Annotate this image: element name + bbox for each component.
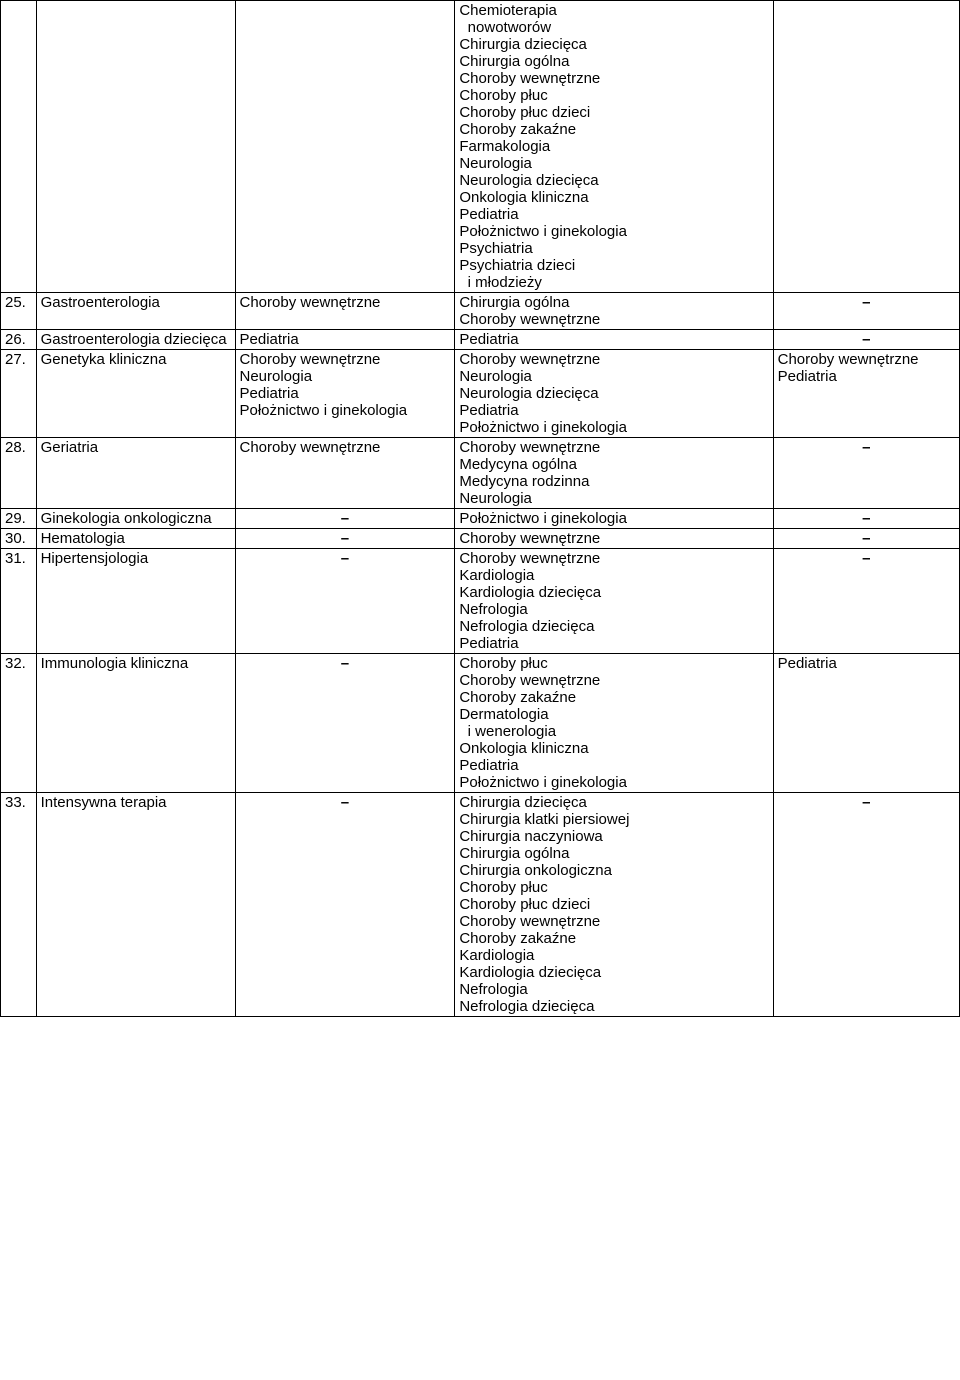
cell-c3: Choroby wewnętrzne [235,438,455,509]
cell-c4: Choroby wewnętrzneKardiologiaKardiologia… [455,549,773,654]
cell-name: Immunologia kliniczna [36,654,235,793]
cell-c5: – [773,549,959,654]
cell-num: 25. [1,293,37,330]
cell-num: 30. [1,529,37,549]
table-row: 33. Intensywna terapia – Chirurgia dziec… [1,793,960,1017]
cell-c4: Choroby wewnętrzne [455,529,773,549]
table-row: 25. Gastroenterologia Choroby wewnętrzne… [1,293,960,330]
cell-c4: Chirurgia dziecięcaChirurgia klatki pier… [455,793,773,1017]
cell-num: 29. [1,509,37,529]
cell-num: 31. [1,549,37,654]
specialization-table: Chemioterapia nowotworówChirurgia dzieci… [0,0,960,1017]
cell-c3: – [235,654,455,793]
cell-num: 28. [1,438,37,509]
cell-name: Hipertensjologia [36,549,235,654]
cell-c5: – [773,438,959,509]
cell-name: Genetyka kliniczna [36,350,235,438]
cell-c3: – [235,529,455,549]
cell-c5: – [773,330,959,350]
cell-c5 [773,1,959,293]
cell-c3 [235,1,455,293]
cell-c3: Choroby wewnętrzne [235,293,455,330]
cell-c5: – [773,529,959,549]
cell-name: Gastroenterologia dziecięca [36,330,235,350]
cell-num: 26. [1,330,37,350]
cell-name: Geriatria [36,438,235,509]
table-row: 29. Ginekologia onkologiczna – Położnict… [1,509,960,529]
cell-name [36,1,235,293]
cell-c4: Chirurgia ogólnaChoroby wewnętrzne [455,293,773,330]
cell-c4: Chemioterapia nowotworówChirurgia dzieci… [455,1,773,293]
cell-c5: Choroby wewnętrznePediatria [773,350,959,438]
table-row: 28. Geriatria Choroby wewnętrzne Choroby… [1,438,960,509]
cell-c3: – [235,549,455,654]
cell-num: 27. [1,350,37,438]
table-row: 27. Genetyka kliniczna Choroby wewnętrzn… [1,350,960,438]
cell-name: Intensywna terapia [36,793,235,1017]
cell-num [1,1,37,293]
cell-c4: Pediatria [455,330,773,350]
cell-c4: Choroby płucChoroby wewnętrzneChoroby za… [455,654,773,793]
cell-c4: Choroby wewnętrzneMedycyna ogólnaMedycyn… [455,438,773,509]
cell-name: Ginekologia onkologiczna [36,509,235,529]
cell-num: 33. [1,793,37,1017]
cell-num: 32. [1,654,37,793]
cell-c3: Pediatria [235,330,455,350]
table-row: 26. Gastroenterologia dziecięca Pediatri… [1,330,960,350]
table-row: Chemioterapia nowotworówChirurgia dzieci… [1,1,960,293]
table-row: 30. Hematologia – Choroby wewnętrzne – [1,529,960,549]
table-row: 32. Immunologia kliniczna – Choroby płuc… [1,654,960,793]
cell-c3: – [235,793,455,1017]
cell-name: Gastroenterologia [36,293,235,330]
cell-c5: Pediatria [773,654,959,793]
cell-c3: Choroby wewnętrzneNeurologiaPediatriaPoł… [235,350,455,438]
cell-c4: Choroby wewnętrzneNeurologiaNeurologia d… [455,350,773,438]
cell-c4: Położnictwo i ginekologia [455,509,773,529]
table-row: 31. Hipertensjologia – Choroby wewnętrzn… [1,549,960,654]
cell-c5: – [773,509,959,529]
cell-c5: – [773,293,959,330]
cell-name: Hematologia [36,529,235,549]
cell-c3: – [235,509,455,529]
cell-c5: – [773,793,959,1017]
